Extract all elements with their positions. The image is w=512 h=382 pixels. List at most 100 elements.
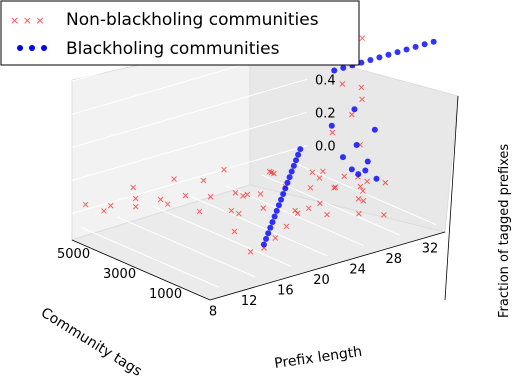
point-blackholing-17 <box>260 241 267 248</box>
back-grid-z-2 <box>71 78 308 148</box>
point-blackholing-13 <box>269 219 276 226</box>
point-non-blackholing-2 <box>132 195 139 202</box>
point-non-blackholing-0 <box>82 201 89 208</box>
legend-frame <box>0 0 360 66</box>
point-non-blackholing-58 <box>360 198 367 204</box>
z-tick-label-1: 0.2 <box>315 106 336 121</box>
z-axis-line <box>444 95 459 301</box>
floor-grid-y-0 <box>80 226 220 288</box>
point-blackholing-23 <box>385 51 392 58</box>
point-non-blackholing-45 <box>320 168 326 175</box>
point-non-blackholing-31 <box>221 166 227 173</box>
floor-grid-y-2 <box>153 206 292 267</box>
point-blackholing-39 <box>373 175 380 182</box>
point-blackholing-10 <box>275 202 282 209</box>
legend-marker-blackholing-3 <box>41 45 47 51</box>
point-non-blackholing-19 <box>247 248 254 255</box>
point-blackholing-33 <box>364 158 371 165</box>
legend-label-blackholing: Blackholing communities <box>66 39 280 59</box>
point-blackholing-3 <box>290 162 297 169</box>
point-non-blackholing-1 <box>107 202 114 209</box>
point-non-blackholing-34 <box>244 191 251 198</box>
point-non-blackholing-5 <box>207 193 214 200</box>
point-non-blackholing-30 <box>171 176 177 182</box>
point-blackholing-37 <box>339 154 346 161</box>
point-blackholing-16 <box>263 235 270 242</box>
point-blackholing-35 <box>355 171 362 178</box>
x-axis-line <box>71 239 211 301</box>
point-blackholing-25 <box>367 57 374 63</box>
point-non-blackholing-44 <box>359 35 366 42</box>
point-blackholing-20 <box>412 43 419 50</box>
floor-grid-y-5 <box>261 174 401 236</box>
point-non-blackholing-25 <box>260 205 267 212</box>
point-blackholing-21 <box>403 46 410 53</box>
point-blackholing-1 <box>295 151 302 158</box>
y-tick-label-4: 24 <box>349 263 366 278</box>
point-blackholing-9 <box>278 196 285 203</box>
point-non-blackholing-6 <box>232 189 239 196</box>
point-non-blackholing-14 <box>305 205 312 212</box>
point-non-blackholing-42 <box>358 84 365 91</box>
y-tick-label-6: 32 <box>422 242 439 257</box>
point-blackholing-8 <box>280 191 287 197</box>
point-blackholing-14 <box>267 224 274 231</box>
point-blackholing-34 <box>362 167 369 174</box>
point-blackholing-38 <box>348 166 355 173</box>
point-non-blackholing-37 <box>231 228 238 235</box>
floor-grid-y-1 <box>116 216 256 278</box>
point-blackholing-22 <box>394 49 401 56</box>
y-tick-label-0: 8 <box>209 304 217 319</box>
x-tick-label-0: 1000 <box>149 287 182 302</box>
point-blackholing-11 <box>273 207 280 214</box>
point-non-blackholing-28 <box>356 210 362 217</box>
point-non-blackholing-11 <box>357 183 364 190</box>
y-tick-label-1: 12 <box>241 294 258 309</box>
point-blackholing-26 <box>358 59 365 66</box>
x-axis-label: Community tags <box>38 305 145 378</box>
point-non-blackholing-4 <box>182 192 189 199</box>
point-non-blackholing-17 <box>272 235 279 241</box>
point-non-blackholing-9 <box>307 184 314 191</box>
point-blackholing-24 <box>376 54 383 61</box>
point-non-blackholing-24 <box>228 207 235 214</box>
z-tick-label-2: 0.4 <box>315 73 336 88</box>
point-non-blackholing-22 <box>164 201 171 208</box>
point-blackholing-12 <box>271 213 278 220</box>
point-non-blackholing-16 <box>283 223 290 230</box>
point-blackholing-5 <box>286 174 293 181</box>
point-non-blackholing-52 <box>268 169 275 176</box>
point-non-blackholing-7 <box>257 191 264 197</box>
y-tick-label-5: 28 <box>386 252 403 267</box>
point-non-blackholing-56 <box>359 188 366 194</box>
point-non-blackholing-54 <box>341 173 348 180</box>
legend: × × × Non-blackholing communities Blackh… <box>0 0 360 66</box>
point-blackholing-18 <box>430 38 437 45</box>
z-tick-label-0: 0.0 <box>315 139 336 154</box>
legend-label-non-blackholing: Non-blackholing communities <box>66 10 319 30</box>
floor-grid-y-6 <box>297 164 437 226</box>
point-blackholing-7 <box>282 185 289 192</box>
back-grid-z-1 <box>71 111 308 181</box>
point-non-blackholing-27 <box>324 211 330 218</box>
point-non-blackholing-53 <box>309 169 316 176</box>
point-non-blackholing-59 <box>316 175 323 181</box>
legend-marker-blackholing-2 <box>29 45 35 51</box>
y-tick-label-2: 16 <box>277 283 294 298</box>
point-blackholing-30 <box>351 106 358 113</box>
z-axis-label: Fraction of tagged prefixes <box>497 144 512 318</box>
point-non-blackholing-26 <box>292 207 298 214</box>
point-non-blackholing-41 <box>349 111 355 118</box>
point-non-blackholing-49 <box>359 96 365 103</box>
legend-marker-blackholing-1 <box>17 45 23 51</box>
point-blackholing-4 <box>288 168 295 175</box>
x-tick-label-2: 5000 <box>57 247 90 262</box>
point-non-blackholing-3 <box>157 196 164 203</box>
point-non-blackholing-51 <box>200 177 207 184</box>
legend-marker-non-blackholing: × × × <box>10 14 45 27</box>
point-blackholing-6 <box>284 179 291 186</box>
point-blackholing-28 <box>340 64 347 71</box>
point-non-blackholing-46 <box>329 129 336 136</box>
y-tick-label-3: 20 <box>313 273 330 288</box>
